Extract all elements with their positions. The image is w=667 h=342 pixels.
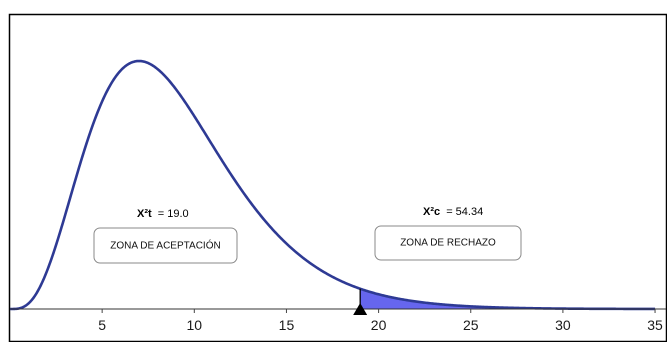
x-tick-label: 15: [279, 317, 295, 333]
chi-square-density-curve: [9, 59, 656, 311]
rejection-zone-label: ZONA DE RECHAZO: [400, 238, 496, 249]
x-tick-label: 35: [647, 317, 663, 333]
tabulated-value: = 19.0: [158, 208, 189, 220]
x-tick-label: 20: [371, 317, 387, 333]
chart-border: [8, 13, 667, 342]
x-tick-label: 30: [555, 317, 571, 333]
critical-value-marker-triangle: [353, 303, 368, 315]
x-axis-ticks: 5 10 15 20 25 30 35: [98, 309, 663, 333]
calculated-statistic-label: X²c = 54.34: [423, 206, 483, 218]
acceptance-zone-label: ZONA DE ACEPTACIÓN: [110, 239, 220, 252]
x-tick-label: 5: [98, 317, 106, 333]
tabulated-statistic-label: X²t = 19.0: [137, 208, 189, 220]
calculated-symbol: X²c: [423, 206, 440, 218]
calculated-value: = 54.34: [446, 206, 483, 218]
tabulated-symbol: X²t: [137, 208, 152, 220]
x-tick-label: 10: [187, 317, 203, 333]
acceptance-zone-box: [93, 227, 238, 264]
rejection-zone-box: [374, 225, 522, 261]
x-tick-label: 25: [463, 317, 479, 333]
